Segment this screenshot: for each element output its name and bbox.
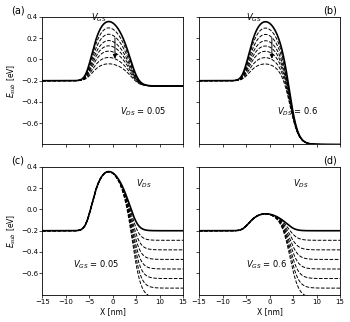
X-axis label: X [nm]: X [nm] — [257, 308, 282, 317]
Text: $V_{DS}$: $V_{DS}$ — [293, 177, 309, 190]
Text: (c): (c) — [11, 155, 24, 165]
Text: $V_{DS}$ = 0.05: $V_{DS}$ = 0.05 — [120, 106, 166, 118]
Text: (a): (a) — [11, 5, 25, 15]
Text: $V_{DS}$: $V_{DS}$ — [136, 177, 152, 190]
Text: $V_{GS}$: $V_{GS}$ — [246, 11, 262, 24]
X-axis label: X [nm]: X [nm] — [100, 308, 126, 317]
Text: $V_{GS}$: $V_{GS}$ — [91, 11, 107, 24]
Text: (b): (b) — [323, 5, 337, 15]
Text: $V_{GS}$ = 0.05: $V_{GS}$ = 0.05 — [73, 259, 119, 271]
Text: $V_{DS}$ = 0.6: $V_{DS}$ = 0.6 — [276, 106, 318, 118]
Text: (d): (d) — [323, 155, 337, 165]
Text: $V_{GS}$ = 0.6: $V_{GS}$ = 0.6 — [246, 259, 287, 271]
Y-axis label: $E_{sub}$ [eV]: $E_{sub}$ [eV] — [6, 63, 18, 98]
Y-axis label: $E_{sub}$ [eV]: $E_{sub}$ [eV] — [6, 213, 18, 248]
